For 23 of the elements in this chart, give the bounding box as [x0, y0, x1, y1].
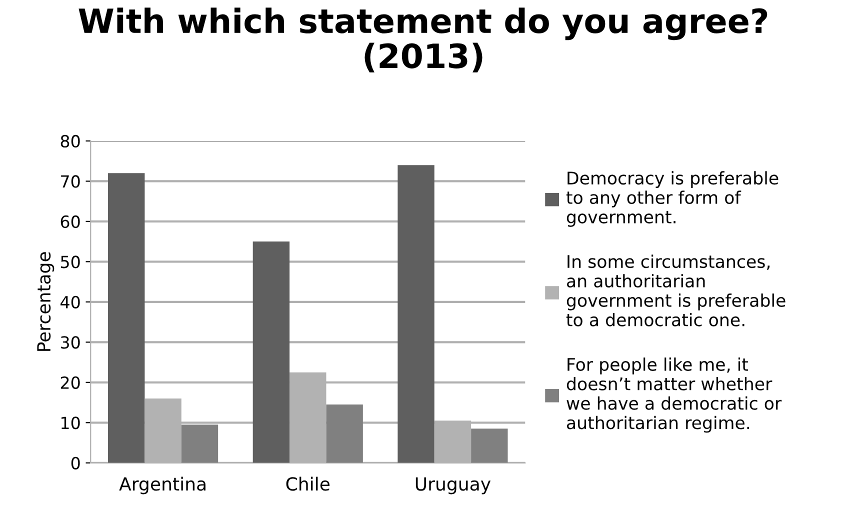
bar: [181, 424, 218, 463]
x-tick-label: Uruguay: [416, 477, 491, 494]
y-tick-label: 80: [60, 134, 80, 148]
x-tick-label: Argentina: [119, 476, 206, 494]
y-axis-title: Percentage: [37, 252, 54, 351]
chart-title: With which statement do you agree? (2013): [78, 8, 768, 72]
y-tick-label: 60: [60, 215, 80, 228]
y-tick-label: 30: [60, 336, 80, 349]
y-tick-label: 40: [60, 296, 80, 308]
legend-label: Democracy is preferable to any other form of government.: [566, 171, 778, 227]
y-tick-label: 20: [60, 376, 80, 389]
y-tick-label: 70: [61, 175, 80, 188]
y-tick-label: 0: [71, 456, 80, 470]
bar: [326, 404, 363, 463]
x-tick-label: Chile: [286, 476, 330, 491]
bar: [252, 242, 290, 463]
legend-label: For people like me, it doesn’t matter whether we have a democratic or authoritarian regime.: [566, 358, 782, 433]
y-tick-label: 10: [62, 416, 80, 430]
bar: [471, 428, 508, 463]
bar: [108, 173, 145, 463]
legend-label: In some circumstances, an authoritarian government is preferable to a democratic one.: [566, 254, 786, 326]
bar: [398, 165, 434, 463]
y-tick-label: 50: [60, 256, 80, 268]
